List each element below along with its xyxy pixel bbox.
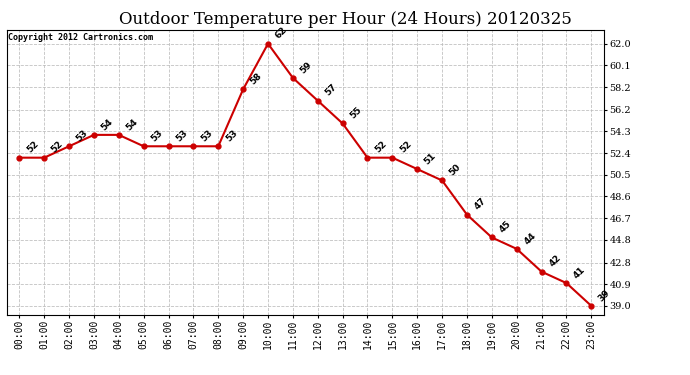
Text: 41: 41 bbox=[572, 265, 587, 280]
Text: 54: 54 bbox=[124, 117, 139, 132]
Text: 51: 51 bbox=[423, 151, 438, 166]
Text: 59: 59 bbox=[299, 60, 314, 75]
Text: Copyright 2012 Cartronics.com: Copyright 2012 Cartronics.com bbox=[8, 33, 153, 42]
Text: 39: 39 bbox=[597, 288, 612, 303]
Text: 42: 42 bbox=[547, 254, 562, 269]
Text: 57: 57 bbox=[324, 82, 339, 98]
Text: 53: 53 bbox=[224, 128, 239, 144]
Text: 52: 52 bbox=[25, 140, 40, 155]
Text: 54: 54 bbox=[99, 117, 115, 132]
Text: 55: 55 bbox=[348, 105, 364, 121]
Text: 53: 53 bbox=[149, 128, 164, 144]
Text: 62: 62 bbox=[273, 26, 289, 41]
Text: Outdoor Temperature per Hour (24 Hours) 20120325: Outdoor Temperature per Hour (24 Hours) … bbox=[119, 11, 571, 28]
Text: 44: 44 bbox=[522, 231, 538, 246]
Text: 53: 53 bbox=[174, 128, 189, 144]
Text: 45: 45 bbox=[497, 219, 513, 235]
Text: 52: 52 bbox=[398, 140, 413, 155]
Text: 52: 52 bbox=[50, 140, 65, 155]
Text: 58: 58 bbox=[248, 71, 264, 87]
Text: 47: 47 bbox=[473, 196, 488, 212]
Text: 50: 50 bbox=[448, 163, 463, 178]
Text: 53: 53 bbox=[75, 128, 90, 144]
Text: 52: 52 bbox=[373, 140, 388, 155]
Text: 53: 53 bbox=[199, 128, 214, 144]
